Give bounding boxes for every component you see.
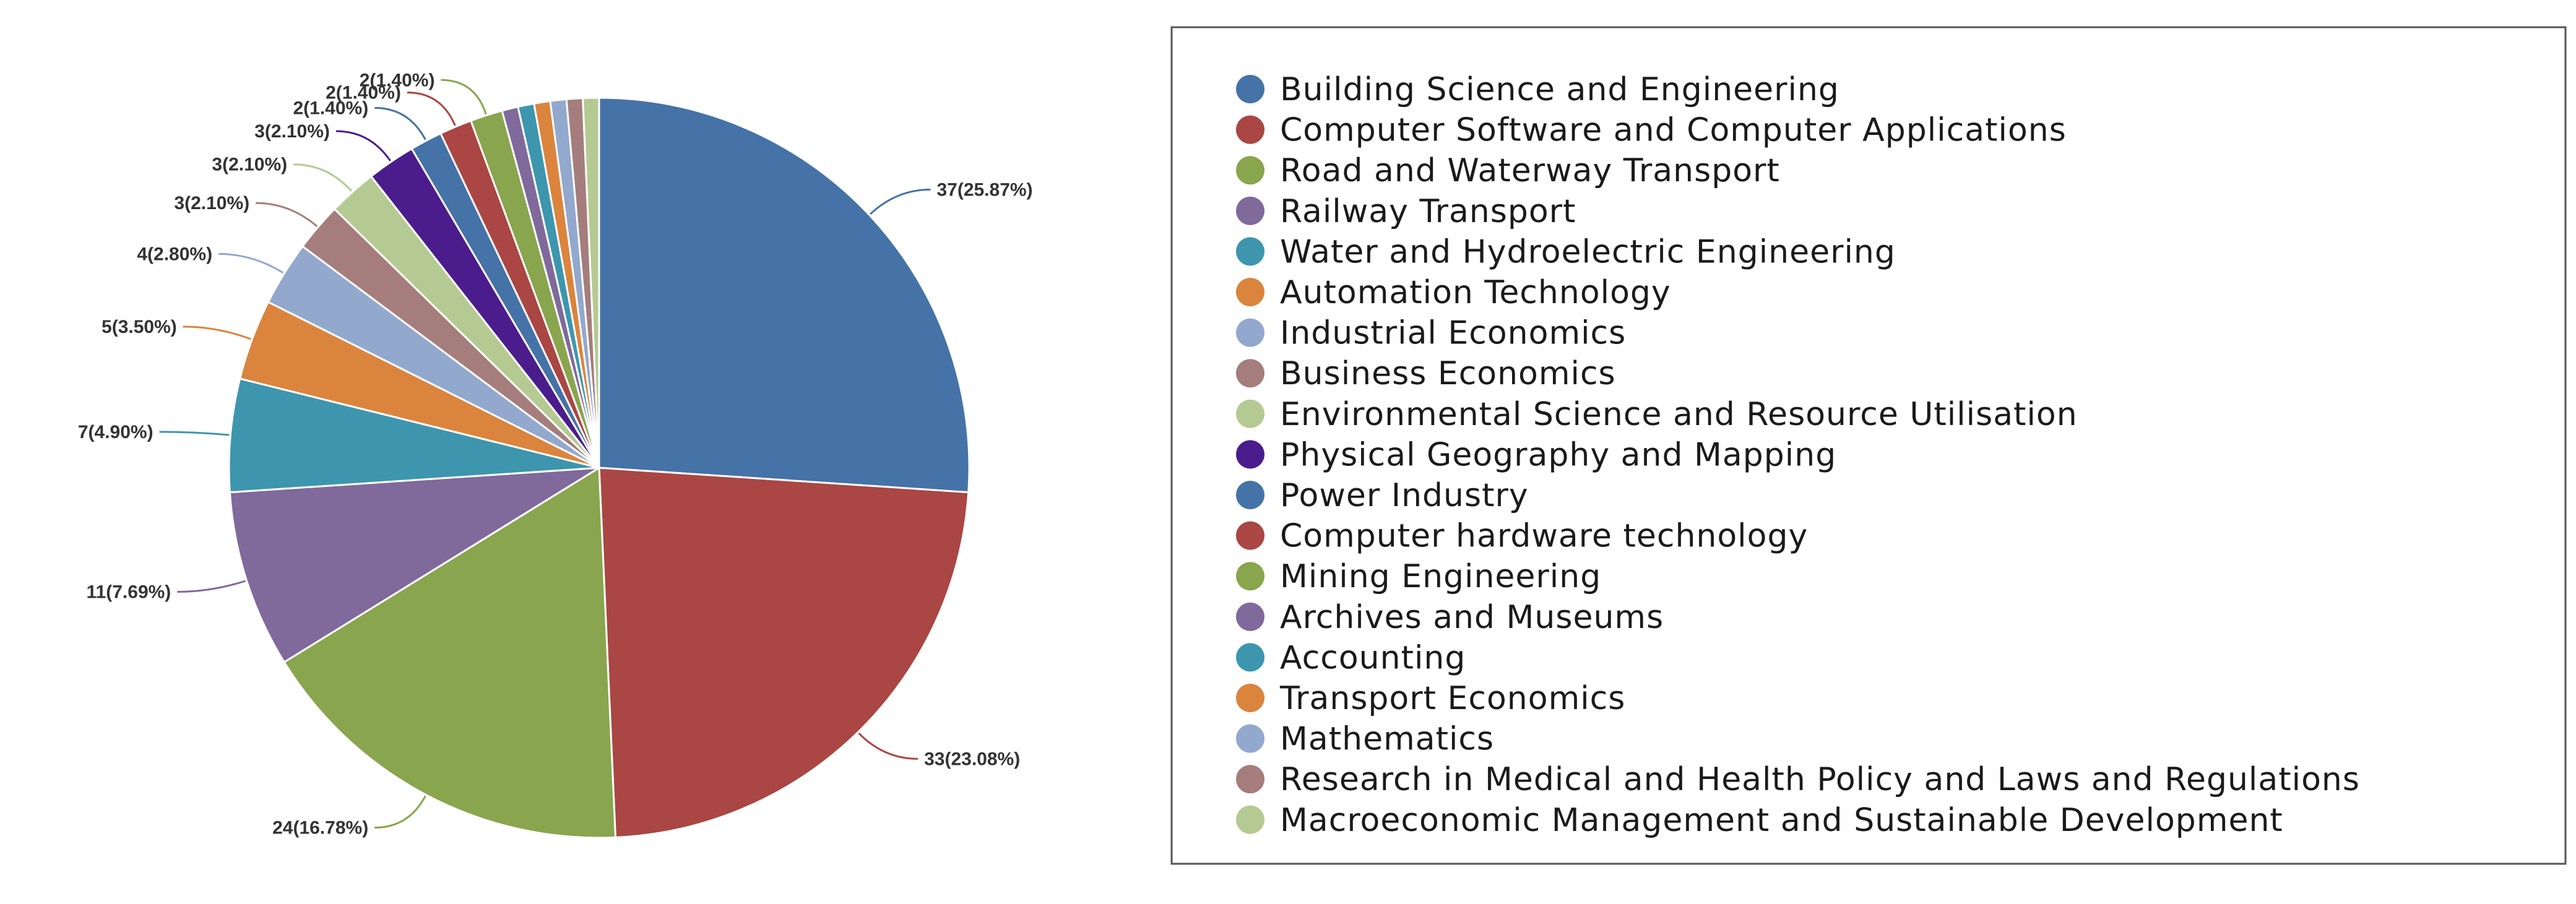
- legend-marker-macroeconomic-management-and-sustainable-development: [1236, 805, 1264, 834]
- legend-label-automation-technology: Automation Technology: [1280, 274, 1671, 311]
- legend-marker-transport-economics: [1236, 684, 1264, 712]
- legend-marker-mathematics: [1236, 724, 1264, 753]
- legend-label-computer-software-and-computer-applications: Computer Software and Computer Applicati…: [1280, 112, 2067, 149]
- pie-slice-road-and-waterway-transport: [283, 466, 617, 839]
- legend-label-building-science-and-engineering: Building Science and Engineering: [1280, 71, 1839, 108]
- leader-line-mining-engineering: [441, 79, 487, 115]
- legend-label-power-industry: Power Industry: [1280, 477, 1529, 514]
- legend-marker-environmental-science-and-resource-utilisation: [1236, 399, 1264, 428]
- leader-line-automation-technology: [183, 325, 251, 340]
- legend-label-research-in-medical-and-health-policy-and-laws-and-regulations: Research in Medical and Health Policy an…: [1280, 761, 2360, 798]
- legend-marker-computer-hardware-technology: [1236, 521, 1264, 550]
- legend-marker-mining-engineering: [1236, 562, 1264, 591]
- leader-line-building-science-and-engineering: [870, 188, 931, 215]
- legend-marker-computer-software-and-computer-applications: [1236, 115, 1264, 144]
- pie-slice-computer-software-and-computer-applications: [598, 467, 970, 838]
- legend-marker-automation-technology: [1236, 278, 1264, 306]
- legend-label-computer-hardware-technology: Computer hardware technology: [1280, 518, 1808, 555]
- legend-label-macroeconomic-management-and-sustainable-development: Macroeconomic Management and Sustainable…: [1280, 802, 2283, 839]
- leader-line-road-and-waterway-transport: [374, 795, 426, 829]
- legend-marker-power-industry: [1236, 481, 1264, 509]
- data-label-water-and-hydroelectric-engineering: 7(4.90%): [78, 422, 153, 442]
- leader-line-computer-hardware-technology: [407, 91, 456, 126]
- leader-line-business-economics: [256, 202, 318, 227]
- leader-line-industrial-economics: [218, 252, 284, 274]
- legend-label-accounting: Accounting: [1280, 639, 1466, 676]
- legend-label-transport-economics: Transport Economics: [1279, 680, 1625, 717]
- legend-label-railway-transport: Railway Transport: [1280, 193, 1576, 230]
- leader-line-water-and-hydroelectric-engineering: [159, 431, 230, 436]
- legend-marker-accounting: [1236, 643, 1264, 672]
- leader-line-computer-software-and-computer-applications: [858, 732, 918, 760]
- legend-marker-physical-geography-and-mapping: [1236, 440, 1264, 469]
- data-label-industrial-economics: 4(2.80%): [137, 244, 212, 264]
- pie-slices: [228, 97, 970, 839]
- leader-lines: [159, 79, 931, 829]
- legend-label-business-economics: Business Economics: [1280, 355, 1616, 392]
- legend-marker-water-and-hydroelectric-engineering: [1236, 237, 1264, 266]
- data-label-road-and-waterway-transport: 24(16.78%): [272, 818, 368, 838]
- leader-line-environmental-science-and-resource-utilisation: [293, 163, 352, 192]
- leader-line-railway-transport: [177, 580, 246, 593]
- data-label-environmental-science-and-resource-utilisation: 3(2.10%): [212, 155, 287, 175]
- leader-line-power-industry: [374, 106, 426, 140]
- leader-line-physical-geography-and-mapping: [335, 130, 391, 161]
- legend: Building Science and Engineering Computer…: [1236, 71, 2360, 839]
- legend-marker-industrial-economics: [1236, 318, 1264, 347]
- legend-label-physical-geography-and-mapping: Physical Geography and Mapping: [1280, 436, 1836, 473]
- data-label-physical-geography-and-mapping: 3(2.10%): [254, 121, 330, 142]
- legend-label-industrial-economics: Industrial Economics: [1280, 315, 1626, 352]
- pie-slice-macroeconomic-management-and-sustainable-development: [581, 97, 600, 468]
- legend-box: [1170, 26, 2567, 865]
- data-label-power-industry: 2(1.40%): [293, 98, 368, 118]
- data-label-railway-transport: 11(7.69%): [87, 582, 171, 603]
- legend-marker-building-science-and-engineering: [1236, 75, 1264, 103]
- data-label-mining-engineering: 2(1.40%): [360, 70, 435, 90]
- data-label-building-science-and-engineering: 37(25.87%): [936, 179, 1032, 200]
- data-label-automation-technology: 5(3.50%): [102, 317, 177, 337]
- legend-label-environmental-science-and-resource-utilisation: Environmental Science and Resource Utili…: [1280, 396, 2078, 433]
- legend-marker-railway-transport: [1236, 196, 1264, 225]
- legend-marker-road-and-waterway-transport: [1236, 156, 1264, 185]
- legend-marker-research-in-medical-and-health-policy-and-laws-and-regulations: [1236, 765, 1264, 794]
- legend-marker-archives-and-museums: [1236, 602, 1264, 631]
- legend-label-archives-and-museums: Archives and Museums: [1280, 599, 1664, 636]
- legend-marker-business-economics: [1236, 359, 1264, 388]
- legend-label-road-and-waterway-transport: Road and Waterway Transport: [1280, 152, 1780, 189]
- pie-slice-building-science-and-engineering: [598, 97, 970, 494]
- data-label-computer-software-and-computer-applications: 33(23.08%): [924, 749, 1020, 769]
- data-label-computer-hardware-technology: 2(1.40%): [326, 82, 401, 103]
- data-labels: 37(25.87%) 33(23.08%) 24(16.78%) 11(7.69%) 7…: [78, 70, 1033, 838]
- legend-label-water-and-hydroelectric-engineering: Water and Hydroelectric Engineering: [1280, 233, 1896, 270]
- data-label-business-economics: 3(2.10%): [174, 193, 249, 213]
- legend-label-mining-engineering: Mining Engineering: [1280, 558, 1601, 595]
- legend-label-mathematics: Mathematics: [1280, 721, 1494, 758]
- pie-slice-water-and-hydroelectric-engineering: [228, 377, 600, 494]
- pie-slice-railway-transport: [228, 467, 600, 664]
